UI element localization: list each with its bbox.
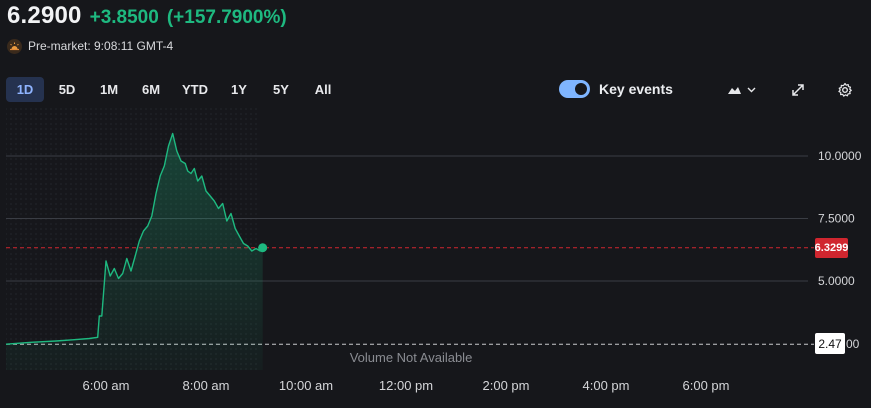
price-line <box>5 132 264 345</box>
tab-ytd[interactable]: YTD <box>182 82 208 97</box>
x-tick-label: 10:00 am <box>279 378 333 393</box>
chart-canvas: 10.0000 7.5000 5.0000 6:00 am 8:00 am 10:00 … <box>5 108 862 393</box>
previous-close-badge: 2.47 <box>815 333 845 354</box>
tab-1m[interactable]: 1M <box>99 82 119 97</box>
previous-close-tail: 00 <box>846 337 860 351</box>
mountain-chart-icon <box>727 84 757 96</box>
range-tabs: 1D 5D 1M 6M YTD 1Y 5Y All <box>6 77 342 102</box>
tab-6m[interactable]: 6M <box>141 82 161 97</box>
key-events-label: Key events <box>599 81 673 97</box>
x-tick-label: 2:00 pm <box>483 378 530 393</box>
y-tick-label: 7.5000 <box>818 212 855 226</box>
x-tick-label: 8:00 am <box>183 378 230 393</box>
chart-type-button[interactable] <box>725 80 759 100</box>
key-events-toggle[interactable]: Key events <box>559 80 673 98</box>
y-tick-label: 5.0000 <box>818 274 855 288</box>
toggle-knob <box>575 83 587 95</box>
last-price-dot <box>258 243 268 253</box>
price-area <box>6 133 263 370</box>
tab-1d[interactable]: 1D <box>6 77 44 102</box>
gear-icon <box>837 82 853 98</box>
sunrise-icon <box>7 38 22 54</box>
quote-header: 6.2900 +3.8500 (+157.7900%) <box>7 2 287 32</box>
session-label: Pre-market: 9:08:11 GMT-4 <box>28 39 174 53</box>
y-tick-label: 10.0000 <box>818 149 862 163</box>
settings-button[interactable] <box>836 80 854 100</box>
x-tick-label: 6:00 pm <box>683 378 730 393</box>
expand-button[interactable] <box>790 80 806 100</box>
volume-not-available: Volume Not Available <box>350 350 473 365</box>
tab-5d[interactable]: 5D <box>58 82 76 97</box>
x-tick-label: 4:00 pm <box>583 378 630 393</box>
x-tick-label: 12:00 pm <box>379 378 433 393</box>
tab-all[interactable]: All <box>314 82 332 97</box>
tab-1y[interactable]: 1Y <box>231 82 247 97</box>
toggle-switch[interactable] <box>559 80 590 98</box>
price-change-percent: (+157.7900%) <box>166 7 287 28</box>
current-price: 6.2900 <box>7 2 82 29</box>
price-change: +3.8500 <box>89 7 159 28</box>
expand-icon <box>791 83 805 97</box>
current-price-badge: 6.3299 <box>815 238 848 258</box>
session-status: Pre-market: 9:08:11 GMT-4 <box>7 38 173 54</box>
x-tick-label: 6:00 am <box>83 378 130 393</box>
price-chart[interactable]: 10.0000 7.5000 5.0000 6:00 am 8:00 am 10:00 … <box>0 108 871 408</box>
tab-5y[interactable]: 5Y <box>273 82 289 97</box>
